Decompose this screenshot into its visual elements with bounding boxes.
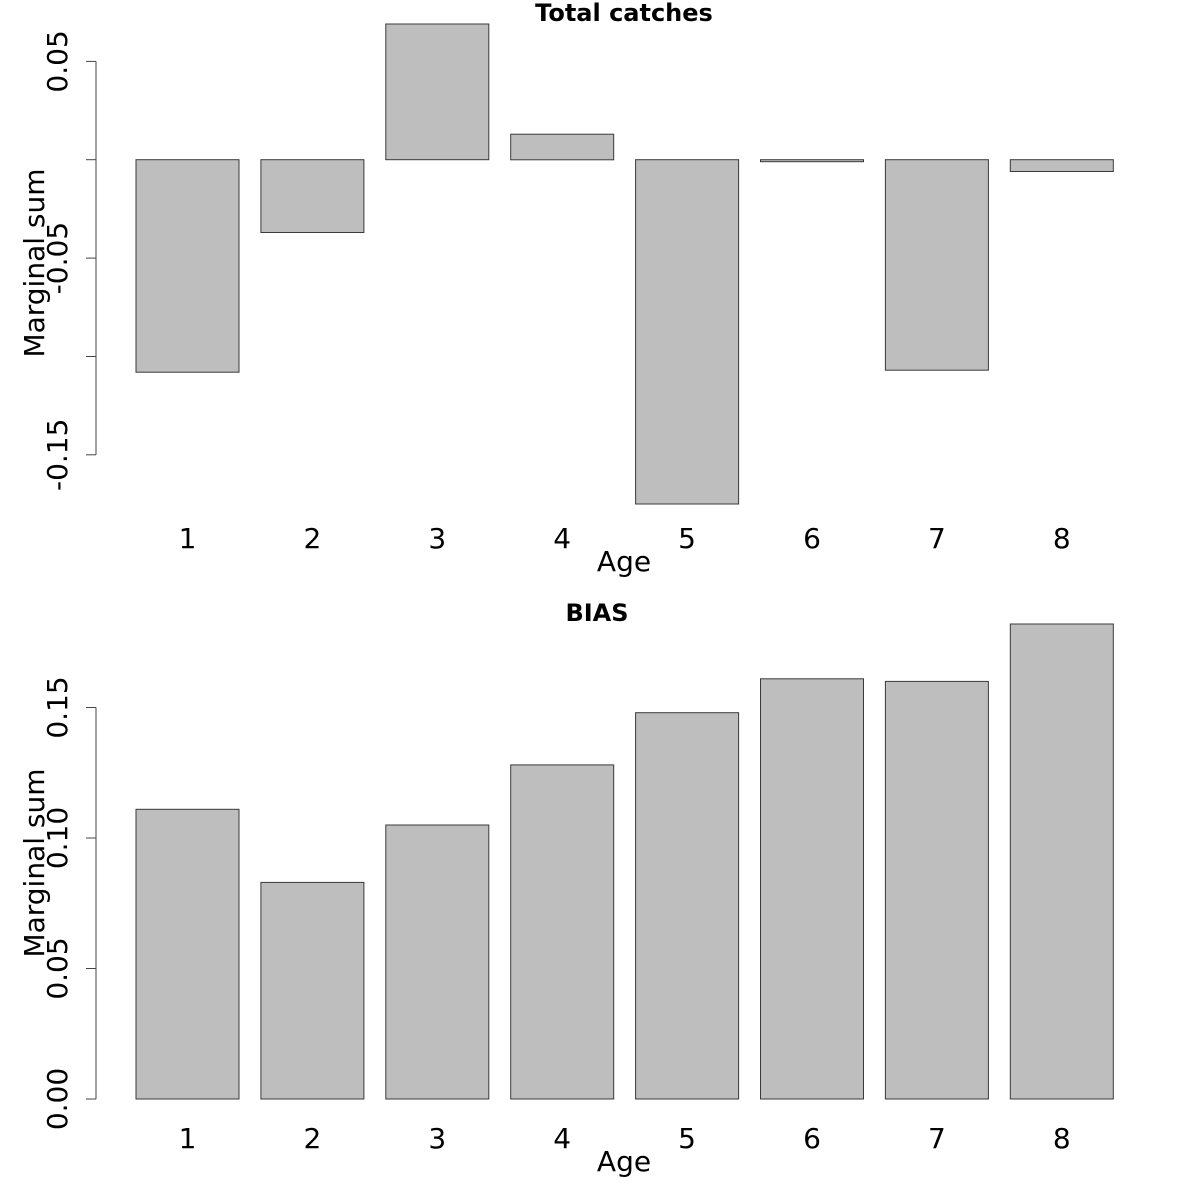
y-tick-label: 0.10 (41, 807, 74, 869)
bar-age-6 (760, 678, 864, 1100)
x-tick-label: 8 (1053, 1122, 1071, 1155)
x-tick-label: 3 (428, 522, 446, 555)
x-tick-label: 5 (678, 522, 696, 555)
x-tick-label: 7 (928, 1122, 946, 1155)
bar-age-4 (510, 764, 615, 1100)
x-tick-label: 2 (303, 522, 321, 555)
bar-age-5 (635, 712, 740, 1100)
bars (135, 23, 1114, 505)
bar-age-8 (1009, 159, 1114, 172)
y-axis-title: Marginal sum (18, 768, 51, 957)
bar-age-6 (760, 159, 864, 163)
y-tick-label: 0.00 (41, 1068, 74, 1130)
y-tick-label: 0.15 (41, 676, 74, 738)
panel-bias: BIAS Marginal sum Age 0.00 0.05 0.10 0.15 1… (18, 599, 1114, 1178)
panel-total-catches: Total catches Marginal sum Age 0.05 -0.05… (18, 0, 1114, 578)
y-tick-label: -0.05 (41, 222, 74, 294)
bar-age-7 (884, 159, 989, 371)
y-axis: 0.05 -0.05 -0.15 (41, 30, 97, 491)
bar-age-1 (135, 808, 240, 1100)
bar-age-7 (884, 680, 989, 1100)
x-axis-title: Age (597, 1145, 651, 1178)
y-axis: 0.00 0.05 0.10 0.15 (41, 676, 97, 1130)
x-tick-label: 4 (553, 522, 571, 555)
x-tick-label: 4 (553, 1122, 571, 1155)
bar-age-5 (635, 159, 740, 505)
x-tick-label: 6 (803, 522, 821, 555)
bars (135, 623, 1114, 1100)
y-tick-label: 0.05 (41, 30, 74, 92)
bar-age-3 (385, 23, 490, 161)
x-tick-labels: 1 2 3 4 5 6 7 8 (179, 1122, 1071, 1155)
bar-age-4 (510, 133, 615, 161)
x-tick-labels: 1 2 3 4 5 6 7 8 (179, 522, 1071, 555)
x-tick-label: 5 (678, 1122, 696, 1155)
x-tick-label: 7 (928, 522, 946, 555)
y-tick-label: -0.15 (41, 419, 74, 491)
chart-title: BIAS (565, 599, 628, 627)
x-tick-label: 3 (428, 1122, 446, 1155)
x-tick-label: 1 (179, 1122, 197, 1155)
bar-age-1 (135, 159, 240, 373)
x-tick-label: 6 (803, 1122, 821, 1155)
bar-age-2 (260, 159, 365, 233)
y-axis-title: Marginal sum (18, 168, 51, 357)
x-tick-label: 2 (303, 1122, 321, 1155)
bar-age-3 (385, 824, 490, 1100)
bar-age-2 (260, 881, 365, 1100)
x-tick-label: 8 (1053, 522, 1071, 555)
x-tick-label: 1 (179, 522, 197, 555)
x-axis-title: Age (597, 545, 651, 578)
y-tick-label: 0.05 (41, 937, 74, 999)
chart-title: Total catches (535, 0, 713, 27)
bar-age-8 (1009, 623, 1114, 1100)
